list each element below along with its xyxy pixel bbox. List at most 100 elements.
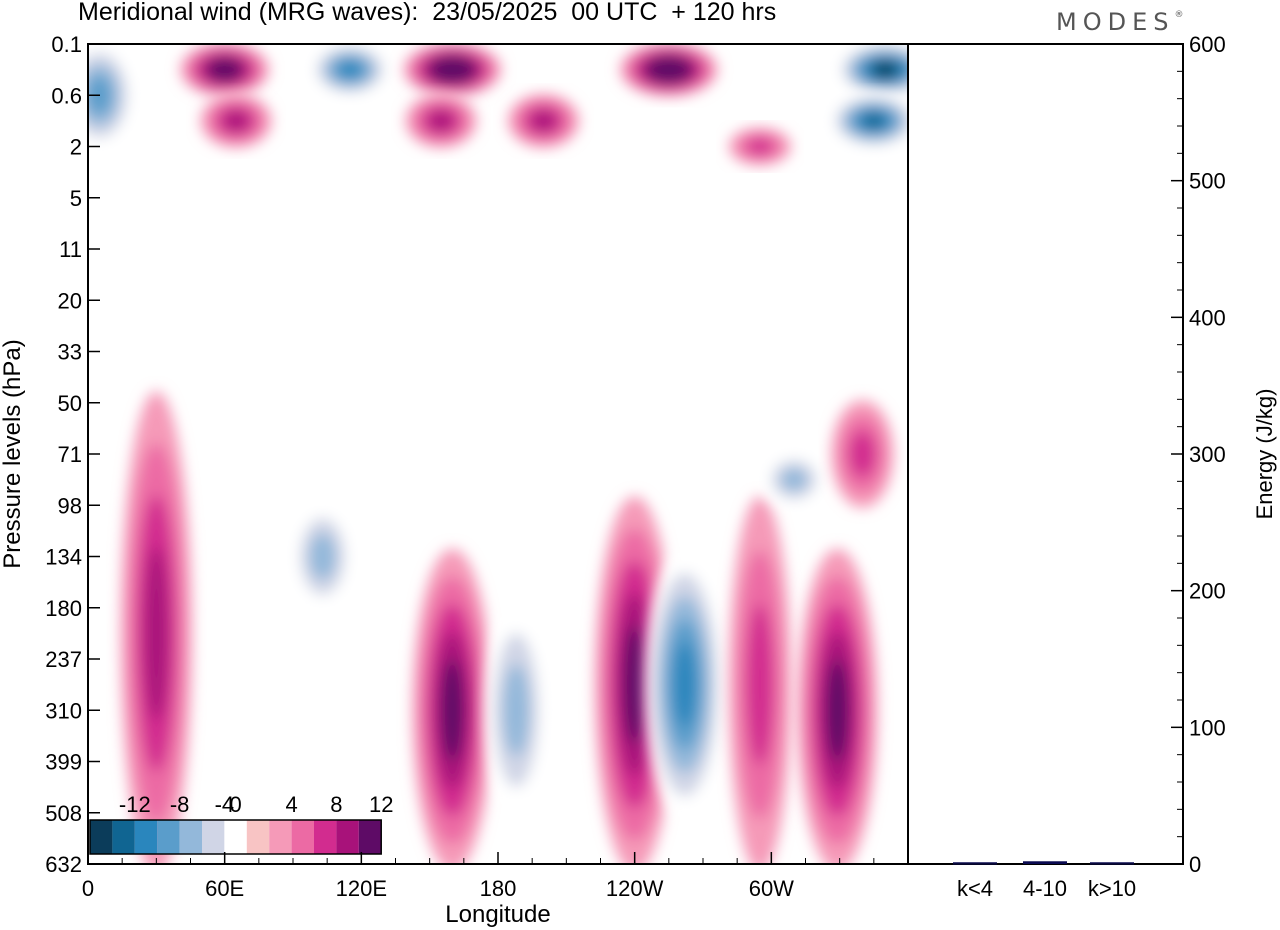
registered-mark: ® [1174,10,1184,20]
colorbar: -12 -8 -40 4 8 12 [89,792,393,855]
contour-field [88,44,908,864]
y-tick-label: 237 [45,647,82,672]
contour-feature [485,602,548,818]
brand-text: MODES [1056,8,1175,36]
contour-feature [200,93,272,148]
contour-feature [403,44,502,97]
colorbar-frame [89,819,382,855]
contour-level [746,603,774,766]
y-tick-label: 399 [45,750,82,775]
colorbar-tick-label: -4 [215,792,235,817]
y-tick-label: 98 [58,493,82,518]
x-tick-label: 180 [480,876,517,901]
y-tick-label: 50 [58,391,82,416]
y-tick-label: 632 [45,852,82,877]
colorbar-swatch [90,820,113,854]
contour-level [781,468,808,492]
contour-feature [620,44,718,97]
contour-level [531,111,556,131]
energy-category-label: k<4 [957,876,993,901]
contour-level [213,61,236,78]
y-axis-label: Pressure levels (hPa) [0,339,26,568]
contour-level [658,62,680,77]
y-tick-label: 71 [58,442,82,467]
colorbar-swatch [291,820,314,854]
energy-bars: k<4 4-10 k>10 [953,861,1136,901]
contour-level [338,61,362,79]
energy-axis-label: Energy (J/kg) [1252,389,1277,520]
contour-feature [728,127,792,166]
y-tick-label: 11 [59,237,82,262]
y-tick-label: 310 [45,698,82,723]
x-tick-label: 120E [336,876,387,901]
energy-category-label: 4-10 [1023,876,1067,901]
contour-level [826,659,849,761]
x-tick-label: 0 [82,876,94,901]
y-tick-label: 33 [58,340,82,365]
contour-feature [507,93,580,148]
contour-feature [309,44,390,97]
y-tick-label: 5 [70,186,82,211]
colorbar-tick-label: -8 [170,792,190,817]
contour-feature [120,391,192,864]
contour-feature [644,550,725,820]
colorbar-tick-label: 4 [285,792,297,817]
energy-bar [1090,864,1134,865]
colorbar-tick-label: -12 [119,792,151,817]
contour-level [144,546,169,720]
energy-panel-frame [907,43,1184,865]
colorbar-tick-label: 8 [330,792,342,817]
colorbar-swatch [358,820,382,854]
colorbar-swatch [269,820,292,854]
contour-level [673,642,696,727]
contour-level [623,625,646,744]
colorbar-swatch [157,820,180,854]
contour-level [503,664,530,757]
colorbar-swatch [336,820,359,854]
colorbar-swatch [202,820,225,854]
contour-feature [180,44,270,97]
colorbar-swatch [179,820,202,854]
x-tick-label: 60W [749,876,794,901]
contour-level [224,111,248,131]
colorbar-swatch [112,820,135,854]
contour-feature [831,400,894,508]
contour-feature [405,93,477,148]
contour-level [863,113,885,129]
y-tick-label: 2 [70,135,82,160]
energy-tick-label: 300 [1189,442,1226,467]
contour-feature [836,44,908,97]
x-tick-label: 60E [205,876,244,901]
contour-feature [291,502,354,611]
colorbar-swatch [246,820,270,854]
contour-feature [728,496,792,864]
axes: 0.1 0.6 2 5 11 20 33 50 71 98 134 180 237 310 399 508 63… [0,32,1277,928]
y-tick-label: 508 [45,801,82,826]
contour-level [441,659,464,761]
x-tick-label: 120W [606,876,664,901]
chart-title: Meridional wind (MRG waves): 23/05/2025 … [78,0,777,26]
contour-feature [762,452,826,507]
energy-tick-label: 500 [1189,169,1226,194]
contour-level [849,430,876,478]
y-tick-label: 0.6 [51,83,82,108]
y-tick-label: 180 [45,596,82,621]
contour-level [442,62,463,77]
contour-level [309,533,336,580]
contour-level [874,62,896,77]
colorbar-swatch [134,820,158,854]
colorbar-swatch [314,820,337,854]
brand-logo: MODES® [1056,8,1183,36]
colorbar-swatch [224,820,247,854]
energy-tick-label: 400 [1189,305,1226,330]
colorbar-tick-label: 12 [369,792,393,817]
energy-tick-label: 600 [1189,32,1226,57]
energy-tick-label: 200 [1189,579,1226,604]
contour-feature [412,548,493,864]
contour-feature [797,548,878,864]
contour-level [746,138,774,155]
y-tick-label: 20 [58,288,82,313]
energy-tick-label: 100 [1189,715,1226,740]
colorbar-tick-label: 0 [229,792,241,817]
